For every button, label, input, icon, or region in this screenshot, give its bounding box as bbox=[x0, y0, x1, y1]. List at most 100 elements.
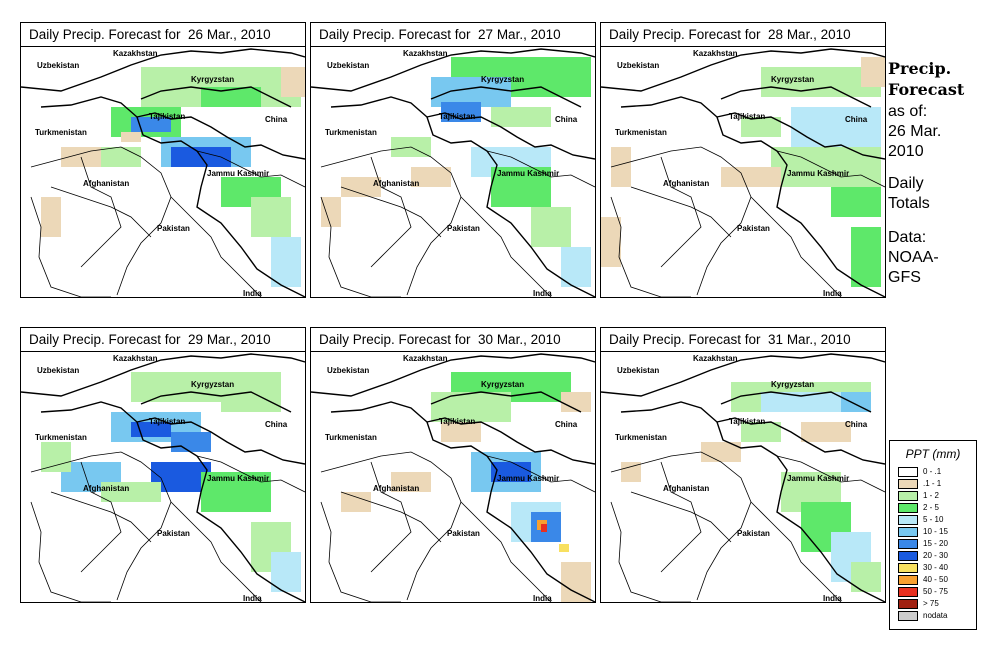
precip-cell bbox=[341, 177, 381, 197]
precip-cell bbox=[721, 167, 781, 187]
side-asof-1: as of: bbox=[888, 103, 928, 120]
legend-swatch bbox=[898, 563, 918, 573]
precip-cell bbox=[621, 462, 641, 482]
country-border bbox=[426, 112, 595, 160]
precip-cell bbox=[491, 167, 551, 207]
legend-label: 2 - 5 bbox=[923, 503, 940, 512]
legend-row: 50 - 75 bbox=[898, 587, 976, 598]
country-border bbox=[720, 86, 872, 108]
panel-title: Daily Precip. Forecast for 27 Mar., 2010 bbox=[311, 23, 595, 47]
map-label-jammu-kashmir: Jammu Kashmir bbox=[787, 169, 850, 178]
precip-cell bbox=[271, 552, 301, 592]
precip-cell bbox=[321, 197, 341, 227]
province-border bbox=[370, 156, 412, 268]
legend-label: 20 - 30 bbox=[923, 551, 948, 560]
province-border bbox=[170, 196, 262, 297]
precip-cell bbox=[41, 442, 71, 472]
precip-map-svg bbox=[311, 48, 595, 297]
precip-cell bbox=[801, 422, 851, 442]
province-border bbox=[776, 150, 885, 188]
country-border bbox=[311, 48, 595, 92]
legend-label: .1 - 1 bbox=[923, 479, 942, 488]
province-border bbox=[196, 455, 305, 493]
province-border bbox=[320, 146, 462, 296]
province-border bbox=[486, 150, 595, 188]
legend-swatch bbox=[898, 575, 918, 585]
map-label-afghanistan: Afghanistan bbox=[663, 484, 710, 493]
map-label-kazakhstan: Kazakhstan bbox=[693, 354, 738, 363]
province-border bbox=[340, 491, 442, 543]
precip-cell bbox=[851, 562, 881, 592]
province-border bbox=[30, 146, 172, 296]
side-data-1: Data: bbox=[888, 229, 927, 246]
legend-label: 30 - 40 bbox=[923, 563, 948, 572]
precip-cell bbox=[271, 237, 301, 287]
map-label-uzbekistan: Uzbekistan bbox=[327, 61, 370, 70]
side-asof-2: 26 Mar. bbox=[888, 123, 942, 140]
country-border bbox=[311, 353, 595, 397]
map-label-turkmenistan: Turkmenistan bbox=[615, 433, 667, 442]
map-label-pakistan: Pakistan bbox=[447, 529, 480, 538]
precip-cell bbox=[121, 132, 141, 142]
map-label-kazakhstan: Kazakhstan bbox=[113, 49, 158, 58]
country-border bbox=[716, 417, 885, 465]
map-label-uzbekistan: Uzbekistan bbox=[37, 366, 80, 375]
map-label-china: China bbox=[265, 115, 288, 124]
map-label-afghanistan: Afghanistan bbox=[663, 179, 710, 188]
map-label-afghanistan: Afghanistan bbox=[373, 484, 420, 493]
side-heading-2: Forecast bbox=[888, 80, 965, 99]
precip-cell bbox=[431, 392, 511, 422]
province-border bbox=[460, 196, 552, 297]
precip-cell bbox=[101, 482, 161, 502]
map-label-kyrgyzstan: Kyrgyzstan bbox=[481, 75, 525, 84]
legend-title: PPT (mm) bbox=[905, 447, 961, 461]
province-border bbox=[660, 156, 702, 268]
country-border bbox=[601, 48, 885, 92]
forecast-panel-1: Daily Precip. Forecast for 26 Mar., 2010… bbox=[20, 22, 306, 298]
side-asof-3: 2010 bbox=[888, 143, 924, 160]
map-label-turkmenistan: Turkmenistan bbox=[35, 128, 87, 137]
precip-cell bbox=[771, 147, 881, 187]
map-label-tajikistan: Tajikistan bbox=[439, 417, 476, 426]
map-label-india: India bbox=[243, 594, 262, 602]
precip-cell bbox=[531, 207, 571, 247]
side-data-3: GFS bbox=[888, 269, 921, 286]
province-border bbox=[196, 150, 305, 188]
precip-cell bbox=[441, 102, 481, 122]
province-border bbox=[776, 455, 885, 493]
precip-cell bbox=[201, 472, 271, 512]
precip-cell bbox=[411, 167, 451, 187]
province-border bbox=[610, 451, 752, 601]
map-label-china: China bbox=[265, 420, 288, 429]
map-label-jammu-kashmir: Jammu Kashmir bbox=[497, 474, 560, 483]
precip-cell bbox=[791, 107, 881, 147]
map-label-afghanistan: Afghanistan bbox=[83, 179, 130, 188]
side-heading-1: Precip. bbox=[888, 59, 952, 78]
map-label-pakistan: Pakistan bbox=[737, 529, 770, 538]
map-label-india: India bbox=[533, 594, 552, 602]
map-label-tajikistan: Tajikistan bbox=[439, 112, 476, 121]
map-label-afghanistan: Afghanistan bbox=[83, 484, 130, 493]
map-label-kyrgyzstan: Kyrgyzstan bbox=[191, 380, 235, 389]
precip-cell bbox=[41, 197, 61, 237]
map-label-china: China bbox=[555, 420, 578, 429]
panel-title: Daily Precip. Forecast for 31 Mar., 2010 bbox=[601, 328, 885, 352]
province-border bbox=[630, 186, 732, 238]
map-label-uzbekistan: Uzbekistan bbox=[617, 366, 660, 375]
precip-map-svg bbox=[21, 353, 305, 602]
panel-title: Daily Precip. Forecast for 26 Mar., 2010 bbox=[21, 23, 305, 47]
legend-swatch bbox=[898, 587, 918, 597]
precip-cell bbox=[221, 392, 281, 412]
country-border bbox=[140, 391, 292, 413]
map-label-kyrgyzstan: Kyrgyzstan bbox=[771, 380, 815, 389]
precip-cell bbox=[741, 422, 781, 442]
map-label-china: China bbox=[555, 115, 578, 124]
province-border bbox=[486, 455, 595, 493]
side-info: Precip. Forecast as of: 26 Mar. 2010 Dai… bbox=[888, 58, 983, 288]
map-label-jammu-kashmir: Jammu Kashmir bbox=[497, 169, 560, 178]
map-label-jammu-kashmir: Jammu Kashmir bbox=[207, 474, 270, 483]
legend-label: nodata bbox=[923, 611, 948, 620]
country-border bbox=[716, 112, 885, 160]
legend-row: 30 - 40 bbox=[898, 563, 976, 574]
province-border bbox=[320, 451, 462, 601]
